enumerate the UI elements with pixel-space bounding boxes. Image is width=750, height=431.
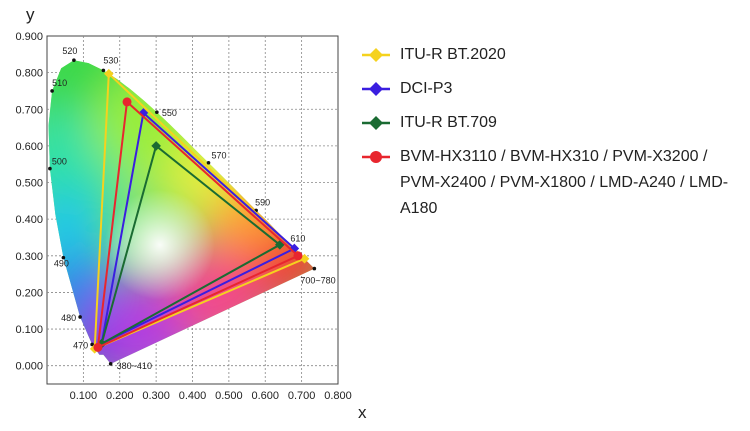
- legend-label: ITU-R BT.709: [400, 114, 497, 131]
- y-tick-label: 0.200: [15, 287, 43, 299]
- series-line: [100, 144, 282, 346]
- wavelength-dot: [312, 266, 317, 271]
- legend-swatch: [362, 116, 390, 130]
- wavelength-dot: [108, 362, 113, 366]
- wavelength-labels: 380~410 470 480 490 500 510 520 530 550 570 590 610…: [48, 46, 336, 371]
- wavelength-dot: [48, 166, 52, 171]
- y-tick-label: 0.700: [15, 104, 43, 116]
- wavelength-label: 610: [290, 233, 305, 243]
- series-point: [299, 253, 310, 264]
- series-line: [100, 110, 297, 346]
- wavelength-label: 570: [212, 151, 227, 161]
- legend-item: ITU-R BT.709: [362, 110, 750, 136]
- series-point: [122, 97, 132, 107]
- series-point: [293, 251, 303, 261]
- x-tick-label: 0.700: [288, 390, 316, 402]
- wavelength-dot: [206, 160, 211, 165]
- x-axis-title: x: [358, 403, 367, 422]
- legend-item: ITU-R BT.2020: [362, 42, 750, 68]
- wavelength-dot: [72, 58, 76, 62]
- wavelength-dot: [61, 255, 66, 260]
- y-tick-label: 0.600: [15, 141, 43, 153]
- x-tick-label: 0.800: [324, 390, 352, 402]
- legend-swatch: [362, 82, 390, 96]
- series-point: [275, 240, 285, 250]
- wavelength-label: 590: [255, 197, 270, 207]
- x-tick-label: 0.400: [179, 390, 207, 402]
- series-point: [138, 108, 149, 118]
- wavelength-dot: [78, 315, 82, 319]
- legend-label: BVM-HX3110 / BVM-HX310 / PVM-X3200 / PVM…: [400, 148, 729, 217]
- spectral-locus: [48, 60, 315, 364]
- wavelength-dot: [101, 68, 106, 73]
- y-tick-label: 0.400: [15, 214, 43, 226]
- legend: ITU-R BT.2020 DCI-P3 ITU-R BT.709 BVM-HX311…: [362, 42, 750, 230]
- series-point: [151, 141, 161, 151]
- white-point: [104, 189, 215, 300]
- legend-item: DCI-P3: [362, 76, 750, 102]
- series-triangle-3: [93, 97, 303, 352]
- wavelength-label: 550: [162, 108, 177, 118]
- wavelength-label: 520: [62, 46, 77, 56]
- series-point: [104, 68, 114, 79]
- wavelength-label: 490: [54, 259, 69, 269]
- wavelength-label: 500: [52, 157, 67, 167]
- x-tick-label: 0.500: [215, 390, 243, 402]
- wavelength-label: 700~780: [300, 276, 335, 286]
- wavelength-label: 510: [52, 78, 67, 88]
- y-tick-label: 0.900: [15, 31, 43, 43]
- wavelength-label: 380~410: [117, 361, 152, 371]
- y-tick-label: 0.800: [15, 68, 43, 80]
- y-tick-label: 0.100: [15, 324, 43, 336]
- wavelength-label: 530: [103, 55, 118, 65]
- axis-ticks: 0.100 0.200 0.300 0.400 0.500 0.600 0.700 0.800…: [15, 31, 351, 402]
- wavelength-label: 470: [73, 340, 88, 350]
- wavelength-dot: [155, 110, 159, 114]
- y-axis-title: y: [26, 5, 35, 24]
- y-tick-label: 0.300: [15, 251, 43, 263]
- wavelength-dot: [90, 342, 94, 347]
- series-line: [96, 99, 300, 350]
- legend-label: DCI-P3: [400, 80, 453, 97]
- x-tick-label: 0.600: [251, 390, 279, 402]
- legend-label: ITU-R BT.2020: [400, 46, 506, 63]
- legend-swatch: [362, 151, 390, 163]
- series-line: [93, 71, 307, 351]
- y-tick-label: 0.500: [15, 178, 43, 190]
- legend-item: BVM-HX3110 / BVM-HX310 / PVM-X3200 / PVM…: [362, 144, 750, 222]
- x-tick-label: 0.200: [106, 390, 134, 402]
- x-tick-label: 0.300: [142, 390, 170, 402]
- y-tick-label: 0.000: [15, 361, 43, 373]
- series-point: [289, 243, 300, 254]
- legend-swatch: [362, 48, 390, 62]
- gamut-triangles: [89, 68, 310, 354]
- x-tick-label: 0.100: [70, 390, 98, 402]
- wavelength-label: 480: [61, 313, 76, 323]
- wavelength-dot: [50, 89, 54, 93]
- series-point: [93, 342, 103, 352]
